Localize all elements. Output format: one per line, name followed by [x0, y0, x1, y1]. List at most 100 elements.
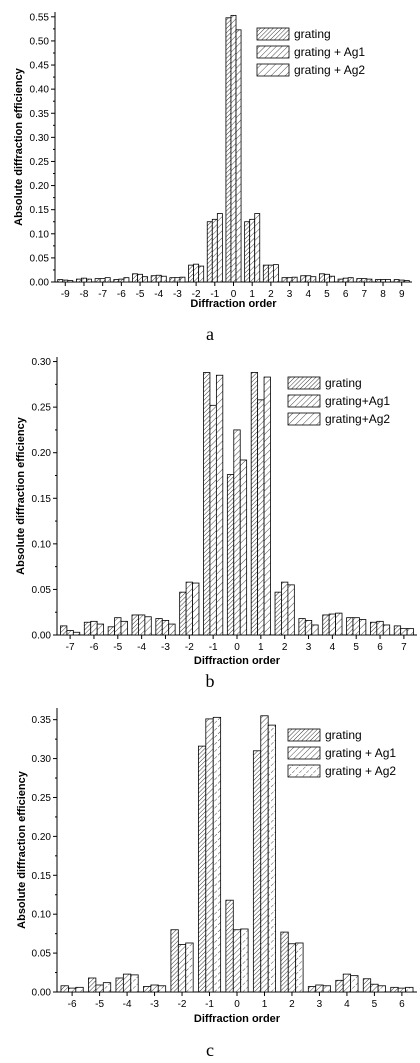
- x-tick-label: 3: [287, 289, 293, 300]
- bars: [57, 14, 410, 283]
- bar-series-3-order--2: [198, 265, 205, 283]
- y-tick-label: 0.15: [32, 871, 52, 882]
- legend-label: grating+Ag1: [325, 394, 390, 408]
- legend-label: grating + Ag1: [294, 45, 365, 59]
- x-tick-label: -5: [113, 642, 122, 653]
- x-tick-label: -4: [137, 642, 146, 653]
- y-tick-label: 0.55: [30, 12, 50, 23]
- y-tick-label: 0.10: [32, 910, 52, 921]
- x-tick-label: -3: [173, 289, 182, 300]
- y-tick-label: 0.30: [30, 133, 50, 144]
- bar-series-3-order--4: [144, 616, 152, 636]
- bar-series-2-order-7: [361, 278, 368, 283]
- bar-series-3-order--4: [160, 275, 167, 283]
- x-tick-label: 1: [249, 289, 255, 300]
- x-tick-label: 0: [234, 999, 240, 1010]
- bar-series-2-order-2: [287, 943, 297, 993]
- bar-series-1-order-4: [322, 614, 330, 636]
- bar-series-1-order--3: [143, 986, 152, 993]
- bar-series-2-order--1: [205, 718, 214, 993]
- x-tick-label: -4: [123, 999, 132, 1010]
- bar-series-2-order-2: [281, 581, 289, 636]
- x-tick-label: -2: [178, 999, 187, 1010]
- x-tick-label: 6: [399, 999, 405, 1010]
- bar-series-3-order-4: [335, 612, 343, 636]
- x-tick-label: -7: [66, 642, 75, 653]
- bar-series-2-order-0: [230, 14, 237, 283]
- bar-series-3-order--2: [192, 582, 200, 636]
- bar-series-2-order-8: [380, 279, 386, 283]
- x-tick-label: -8: [80, 289, 89, 300]
- bar-series-2-order-9: [398, 279, 405, 283]
- bar-series-3-order-1: [263, 376, 271, 636]
- bar-series-3-order-2: [273, 264, 279, 283]
- bar-series-1-order--5: [132, 273, 138, 283]
- x-axis-title: Diffraction order: [194, 655, 281, 667]
- bar-series-3-order--1: [215, 374, 224, 636]
- bar-series-3-order-2: [287, 584, 295, 636]
- bar-series-1-order--2: [179, 591, 187, 636]
- bar-series-1-order-8: [375, 279, 381, 283]
- x-tick-label: 0: [231, 289, 237, 300]
- bar-series-3-order-5: [377, 985, 386, 993]
- bar-series-1-order--5: [88, 977, 97, 993]
- y-tick-label: 0.45: [30, 61, 50, 72]
- y-tick-label: 0.20: [32, 832, 52, 843]
- bar-series-2-order-1: [260, 715, 269, 993]
- bar-series-2-order-2: [267, 264, 274, 283]
- bar-series-3-order-0: [235, 29, 242, 283]
- bar-series-1-order-9: [393, 279, 400, 283]
- bar-series-3-order--3: [179, 276, 186, 283]
- bar-series-2-order--5: [114, 617, 122, 636]
- legend-label: grating + Ag1: [325, 746, 396, 760]
- legend-swatch: [287, 728, 321, 742]
- bar-series-1-order-5: [318, 273, 325, 283]
- y-tick-label: 0.30: [32, 357, 52, 368]
- bar-series-1-order--2: [170, 929, 179, 993]
- x-tick-label: -2: [192, 289, 201, 300]
- y-tick-label: 0.05: [32, 585, 52, 596]
- bar-series-1-order--6: [60, 985, 69, 993]
- x-tick-label: 7: [401, 642, 407, 653]
- bar-series-2-order--2: [185, 581, 193, 636]
- x-tick-label: -3: [150, 999, 159, 1010]
- bar-series-3-order-4: [350, 975, 359, 993]
- bar-series-1-order--3: [155, 618, 163, 636]
- bar-series-1-order-1: [252, 750, 262, 993]
- bar-series-2-order--9: [62, 279, 69, 283]
- bar-series-3-order--3: [157, 985, 167, 993]
- y-tick-label: 0.05: [32, 949, 52, 960]
- bar-series-2-order--5: [137, 273, 143, 283]
- y-axis-title: Absolute diffraction efficiency: [15, 416, 27, 575]
- bar-series-2-order-5: [324, 273, 330, 283]
- bar-series-3-order--5: [120, 620, 128, 636]
- bar-series-3-order--6: [96, 623, 105, 636]
- bar-series-3-order--7: [104, 277, 111, 283]
- bar-series-3-order--8: [86, 278, 92, 283]
- bar-series-3-order-6: [382, 624, 391, 636]
- bar-series-2-order-4: [328, 613, 336, 636]
- y-tick-label: 0.35: [30, 109, 50, 120]
- bar-series-3-order--6: [123, 277, 130, 283]
- bar-series-1-order-3: [307, 986, 317, 993]
- bar-series-3-order--6: [75, 986, 84, 993]
- x-tick-label: 5: [324, 289, 330, 300]
- bar-series-3-order-3: [311, 624, 319, 636]
- chart-panel-c: 0.00 0.05 0.10 0.15 0.20 0.25 0.30 0.35 -6 -5 -4 -3…: [0, 690, 420, 1063]
- x-tick-label: 2: [282, 642, 288, 653]
- bar-series-1-order-3: [298, 618, 306, 636]
- x-tick-label: 6: [377, 642, 383, 653]
- bar-series-1-order-7: [393, 625, 402, 636]
- bar-series-3-order--3: [168, 623, 176, 636]
- bar-series-2-order--6: [68, 987, 77, 993]
- bar-series-2-order--3: [174, 277, 181, 283]
- bar-series-1-order-0: [225, 899, 234, 993]
- x-tick-label: -1: [209, 642, 218, 653]
- y-tick-label: 0.30: [32, 754, 52, 765]
- bar-series-2-order--5: [95, 984, 104, 993]
- x-tick-label: -5: [95, 999, 104, 1010]
- x-tick-label: 5: [353, 642, 359, 653]
- x-tick-label: 3: [317, 999, 323, 1010]
- bar-series-2-order-4: [342, 973, 352, 993]
- x-tick-label: 2: [289, 999, 295, 1010]
